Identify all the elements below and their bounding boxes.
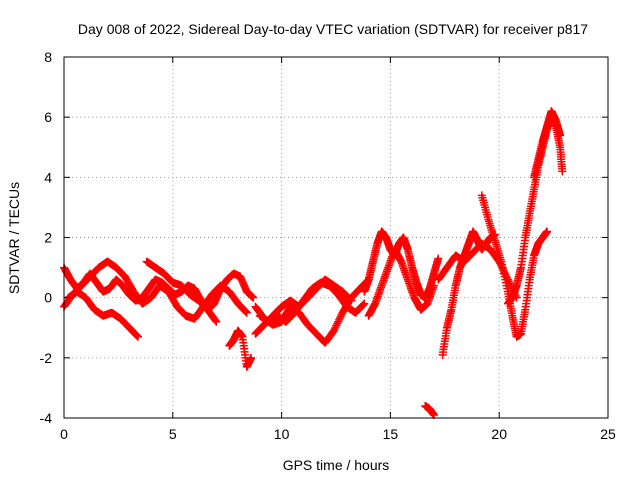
data-marks xyxy=(60,107,567,419)
data-point xyxy=(333,319,342,328)
x-axis-label: GPS time / hours xyxy=(283,457,390,473)
data-point xyxy=(211,316,220,325)
data-point xyxy=(345,294,354,303)
x-tick-label: 5 xyxy=(169,426,177,442)
data-point xyxy=(335,315,344,324)
data-point xyxy=(330,324,339,333)
series-track-g xyxy=(251,275,356,338)
series-track-k xyxy=(421,401,438,419)
data-point xyxy=(558,167,567,176)
series-track-n xyxy=(477,191,552,341)
x-tick-label: 0 xyxy=(60,426,68,442)
data-point xyxy=(429,281,438,290)
data-point xyxy=(359,300,368,309)
data-point xyxy=(332,321,341,330)
data-point xyxy=(336,312,345,321)
y-tick-label: 6 xyxy=(44,109,52,125)
x-tick-label: 10 xyxy=(274,426,290,442)
y-axis-label: SDTVAR / TECUs xyxy=(6,182,22,294)
series-track-p xyxy=(530,107,565,182)
data-point xyxy=(212,317,221,326)
data-point xyxy=(249,293,258,302)
data-point xyxy=(434,254,443,263)
x-tick-label: 20 xyxy=(491,426,507,442)
data-point xyxy=(543,227,552,236)
data-point xyxy=(241,307,250,316)
data-point xyxy=(334,317,343,326)
data-point xyxy=(347,296,356,305)
y-tick-label: 4 xyxy=(44,169,52,185)
data-point xyxy=(247,353,256,362)
data-point xyxy=(556,131,565,140)
data-point xyxy=(358,301,367,310)
data-point xyxy=(132,330,141,339)
y-tick-label: 8 xyxy=(44,49,52,65)
series-track-h xyxy=(255,278,369,326)
data-point xyxy=(241,306,250,315)
x-tick-label: 25 xyxy=(600,426,616,442)
data-point xyxy=(331,323,340,332)
series-track-o xyxy=(503,110,567,308)
series-track-e xyxy=(225,326,256,371)
chart-title: Day 008 of 2022, Sidereal Day-to-day VTE… xyxy=(78,21,588,37)
data-point xyxy=(133,332,142,341)
data-point xyxy=(360,299,369,308)
data-point xyxy=(329,326,338,335)
y-tick-label: 0 xyxy=(44,290,52,306)
y-tick-label: 2 xyxy=(44,230,52,246)
y-tick-label: -2 xyxy=(40,350,53,366)
series-track-m xyxy=(434,239,521,302)
series-track-d xyxy=(142,257,221,326)
data-point xyxy=(335,314,344,323)
x-tick-label: 15 xyxy=(383,426,399,442)
series-track-j xyxy=(364,245,438,320)
series-track-c xyxy=(64,287,142,341)
y-tick-label: -4 xyxy=(40,410,53,426)
data-point xyxy=(242,308,251,317)
axis-ticks: 0 5 10 15 20 25 -4 -2 0 2 4 6 8 xyxy=(40,49,616,442)
data-point xyxy=(133,331,142,340)
data-point xyxy=(346,295,355,304)
series-track-i xyxy=(360,227,443,302)
